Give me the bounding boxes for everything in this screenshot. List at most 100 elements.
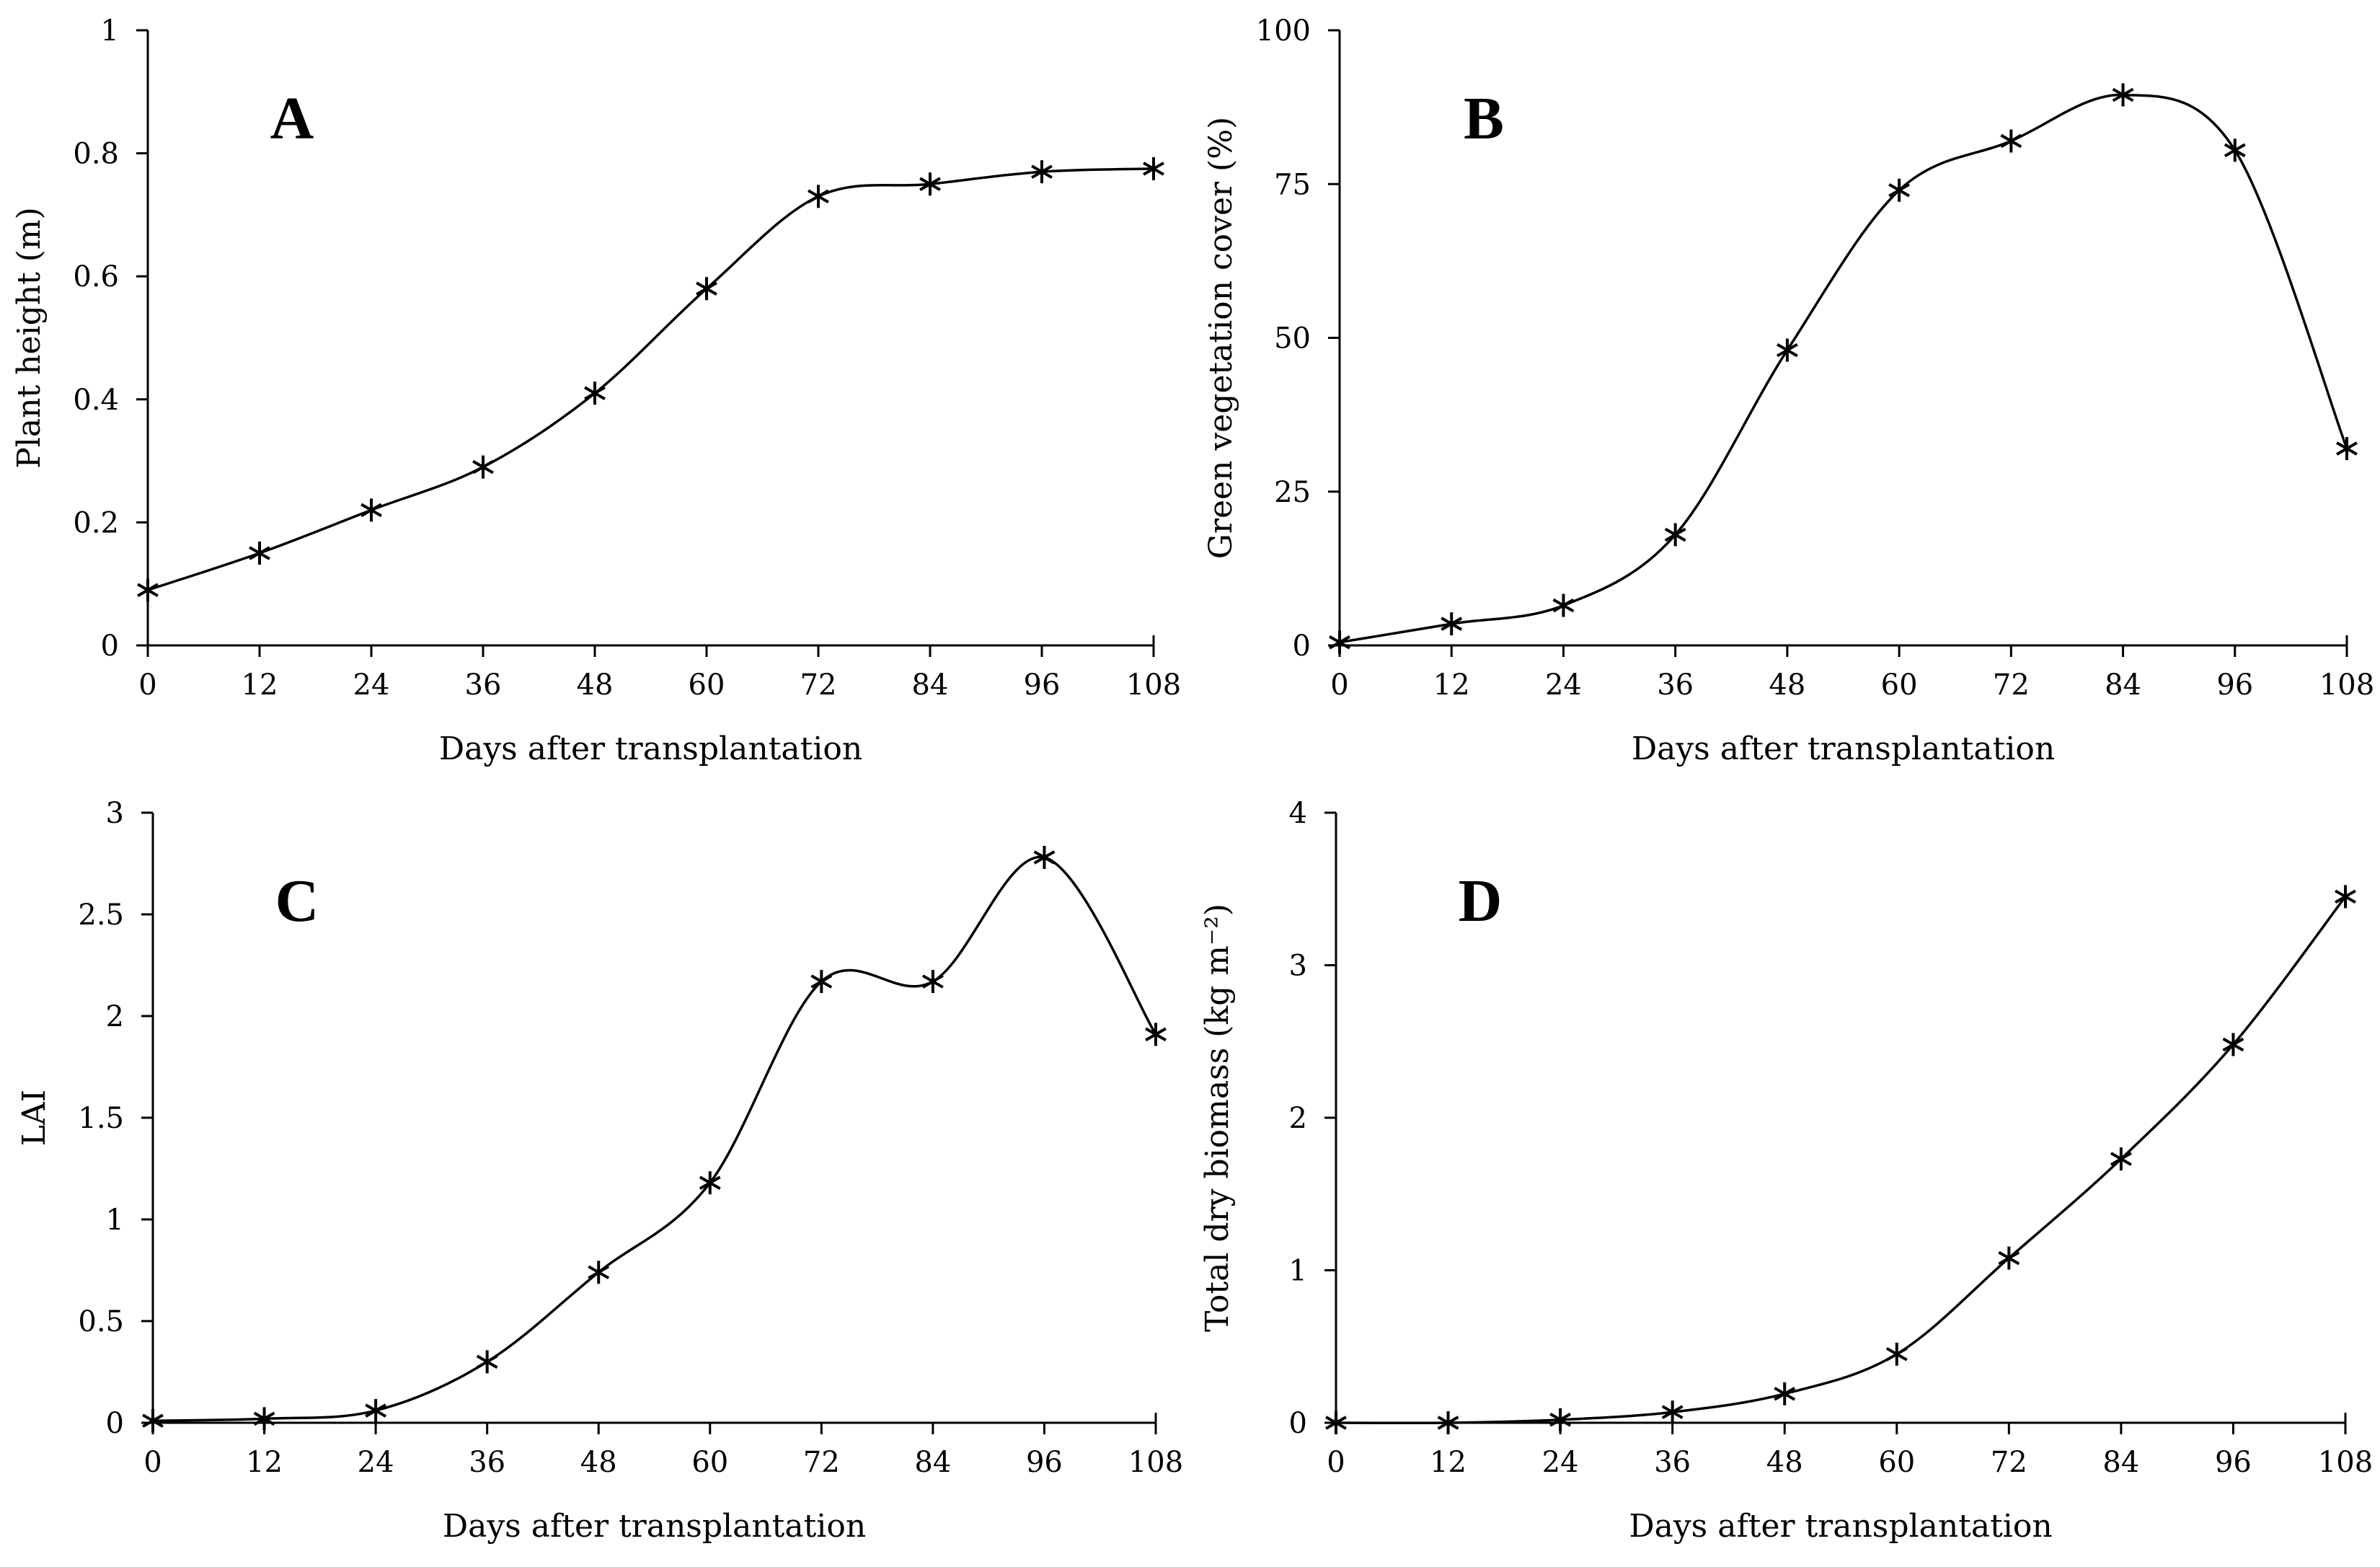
x-tick-label: 96: [2215, 1446, 2252, 1479]
panel-label: A: [270, 85, 314, 152]
data-point-marker: [810, 970, 833, 994]
y-tick-label: 3: [1289, 950, 1307, 983]
y-axis-title: Total dry biomass (kg m⁻²): [1199, 904, 1236, 1332]
x-tick-label: 84: [914, 1446, 951, 1479]
series-line: [147, 167, 1154, 591]
data-point-marker: [472, 455, 494, 479]
data-point-marker: [360, 498, 382, 522]
y-tick-label: 0: [1293, 630, 1311, 663]
data-point-marker: [2336, 437, 2358, 461]
data-point-marker: [2222, 1033, 2244, 1056]
x-tick-label: 36: [465, 668, 502, 702]
data-point-marker: [921, 970, 944, 994]
data-point-marker: [1661, 1400, 1684, 1424]
x-tick-label: 72: [800, 668, 837, 702]
panel-label: D: [1459, 868, 1503, 935]
series-line: [1339, 93, 2348, 644]
panel-a: 0 12 24 36 48 60 72 84 96 108 0 0.2 0.4 0.6 0.8 1 Days a…: [11, 14, 1181, 767]
y-tick-label: 1: [1289, 1255, 1307, 1288]
data-point-marker: [476, 1350, 498, 1374]
data-point-marker: [1549, 1408, 1572, 1431]
data-point-marker: [1552, 593, 1575, 617]
x-tick-label: 36: [1657, 668, 1694, 702]
data-point-marker: [1145, 1023, 1167, 1046]
y-tick-label: 1: [101, 14, 119, 48]
data-point-marker: [588, 1261, 610, 1284]
x-tick-label: 24: [358, 1446, 394, 1479]
y-tick-label: 1: [106, 1204, 124, 1237]
x-tick-label: 12: [1430, 1446, 1467, 1479]
series-line: [152, 855, 1157, 1422]
y-tick-label: 2.5: [78, 899, 124, 932]
x-tick-label: 0: [1327, 1446, 1345, 1479]
x-tick-label: 96: [1026, 1446, 1063, 1479]
x-tick-label: 48: [1769, 668, 1805, 702]
x-tick-label: 96: [1024, 668, 1061, 702]
y-tick-label: 0: [106, 1407, 124, 1440]
series-line: [1335, 896, 2347, 1425]
data-point-marker: [1437, 1411, 1459, 1434]
data-point-marker: [1998, 1246, 2020, 1270]
data-point-marker: [1664, 523, 1686, 547]
y-axis-title: LAI: [16, 1090, 53, 1146]
data-point-marker: [253, 1407, 275, 1431]
x-tick-label: 36: [1654, 1446, 1691, 1479]
data-point-marker: [1776, 338, 1798, 362]
data-point-marker: [249, 542, 270, 565]
y-tick-label: 0: [1289, 1407, 1307, 1440]
data-point-marker: [2110, 1147, 2132, 1171]
x-tick-label: 60: [1878, 1446, 1915, 1479]
x-axis-title: Days after transplantation: [1629, 1508, 2052, 1545]
x-tick-label: 48: [580, 1446, 617, 1479]
y-tick-label: 0.6: [73, 260, 119, 293]
y-axis-title: Green vegetation cover (%): [1203, 117, 1239, 559]
x-tick-label: 24: [1545, 668, 1582, 702]
x-tick-label: 36: [469, 1446, 505, 1479]
x-tick-label: 48: [1766, 1446, 1803, 1479]
x-tick-label: 84: [2102, 1446, 2139, 1479]
y-tick-label: 2: [106, 1000, 124, 1033]
x-tick-label: 108: [2319, 668, 2374, 702]
data-point-marker: [1888, 178, 1911, 202]
x-tick-label: 84: [912, 668, 949, 702]
x-tick-label: 96: [2216, 668, 2253, 702]
x-tick-label: 84: [2105, 668, 2141, 702]
y-tick-label: 50: [1274, 322, 1311, 356]
data-point-marker: [699, 1171, 721, 1195]
y-tick-label: 0.4: [73, 384, 119, 417]
y-tick-label: 0.2: [73, 506, 119, 539]
y-axis-title: Plant height (m): [11, 207, 48, 469]
panel-c: 0 12 24 36 48 60 72 84 96 108 0 0.5 1 1.5 2 2.5 3 Days af…: [16, 797, 1183, 1545]
x-tick-label: 0: [138, 668, 156, 702]
x-tick-label: 108: [1126, 668, 1181, 702]
y-tick-label: 0: [101, 630, 119, 663]
data-point-marker: [142, 1409, 164, 1433]
data-point-marker: [2000, 129, 2022, 153]
x-tick-label: 24: [353, 668, 390, 702]
x-tick-label: 60: [1881, 668, 1918, 702]
x-tick-label: 48: [577, 668, 614, 702]
y-tick-label: 4: [1289, 797, 1307, 830]
x-tick-label: 0: [1330, 668, 1348, 702]
x-tick-label: 24: [1542, 1446, 1579, 1479]
data-point-marker: [2112, 83, 2134, 107]
data-point-marker: [808, 185, 829, 208]
panel-label: B: [1464, 85, 1504, 152]
panel-b: 0 12 24 36 48 60 72 84 96 108 0 25 50 75 100 Days after…: [1203, 14, 2374, 767]
y-tick-label: 2: [1289, 1102, 1307, 1135]
data-point-marker: [1441, 612, 1463, 636]
data-point-marker: [919, 172, 941, 196]
x-tick-label: 12: [242, 668, 278, 702]
data-point-marker: [1143, 156, 1164, 180]
data-point-marker: [2224, 138, 2246, 162]
x-tick-label: 108: [1128, 1446, 1183, 1479]
y-tick-label: 1.5: [78, 1102, 124, 1135]
data-point-marker: [1033, 846, 1056, 870]
x-tick-label: 0: [143, 1446, 162, 1479]
data-point-marker: [696, 277, 717, 301]
data-point-marker: [1329, 630, 1350, 654]
data-point-marker: [2335, 885, 2356, 909]
data-point-marker: [1325, 1411, 1347, 1434]
